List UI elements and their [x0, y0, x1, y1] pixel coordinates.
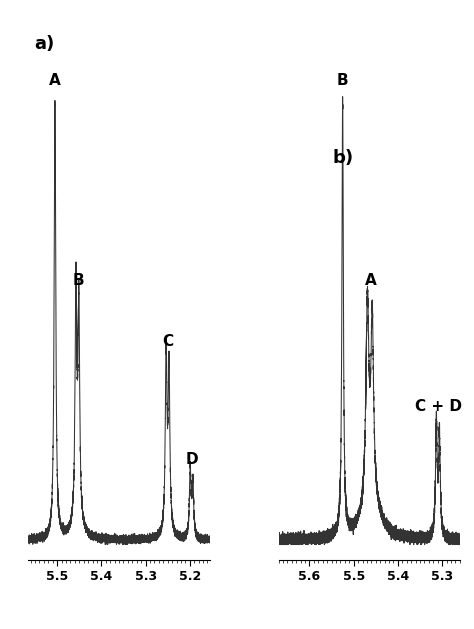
- Text: a): a): [34, 35, 54, 53]
- Text: C + D: C + D: [415, 399, 462, 415]
- Text: A: A: [49, 74, 61, 89]
- Text: b): b): [333, 148, 354, 167]
- Text: C: C: [162, 334, 173, 349]
- Text: D: D: [186, 452, 199, 467]
- Text: B: B: [73, 273, 84, 288]
- Text: B: B: [337, 74, 348, 89]
- Text: A: A: [365, 273, 377, 288]
